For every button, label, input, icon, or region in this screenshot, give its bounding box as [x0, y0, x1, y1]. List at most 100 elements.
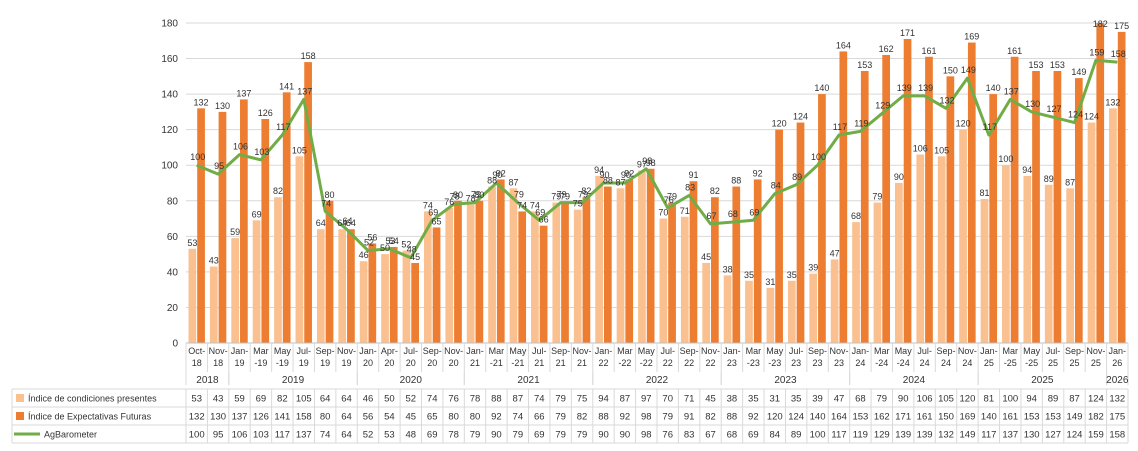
data-label-agbarometer: 149 [961, 65, 976, 75]
table-cell: 141 [274, 412, 290, 423]
data-label-expectativas-futuras: 137 [236, 88, 251, 98]
data-label-condiciones-presentes: 105 [934, 145, 949, 155]
data-label-expectativas-futuras: 92 [624, 168, 634, 178]
data-label-expectativas-futuras: 130 [215, 101, 230, 111]
data-label-agbarometer: 117 [276, 122, 290, 132]
bar-expectativas-futuras [1032, 71, 1040, 343]
data-label-condiciones-presentes: 87 [616, 177, 626, 187]
bar-condiciones-presentes [937, 156, 946, 343]
data-label-expectativas-futuras: 82 [581, 186, 591, 196]
x-tick-label: Sep- [937, 346, 956, 356]
table-cell: 87 [1069, 394, 1080, 405]
table-cell: 164 [831, 412, 847, 423]
bar-expectativas-futuras [1053, 71, 1062, 343]
table-cell: 79 [555, 430, 566, 441]
bar-condiciones-presentes [573, 209, 582, 343]
table-cell: 35 [791, 394, 802, 405]
x-tick-label: Jul- [789, 346, 804, 356]
table-cell: 94 [598, 394, 609, 405]
data-label-condiciones-presentes: 43 [209, 256, 219, 266]
data-label-condiciones-presentes: 81 [979, 188, 989, 198]
x-tick-label: 23 [727, 358, 737, 368]
table-cell: 88 [491, 394, 502, 405]
data-label-expectativas-futuras: 132 [194, 97, 209, 107]
x-tick-label: 25 [1069, 358, 1079, 368]
data-label-expectativas-futuras: 56 [367, 232, 377, 242]
bar-expectativas-futuras [432, 227, 441, 343]
table-cell: 69 [427, 430, 438, 441]
bar-expectativas-futuras [282, 92, 291, 343]
table-cell: 106 [917, 394, 933, 405]
data-label-agbarometer: 139 [897, 83, 912, 93]
x-tick-label: Jan- [980, 346, 998, 356]
data-label-condiciones-presentes: 35 [787, 270, 797, 280]
table-cell: 35 [748, 394, 759, 405]
x-tick-label: 21 [534, 358, 544, 368]
bar-condiciones-presentes [1066, 188, 1074, 343]
bar-condiciones-presentes [381, 254, 389, 343]
x-tick-label: May [274, 346, 292, 356]
table-cell: 74 [534, 394, 545, 405]
table-cell: 132 [189, 412, 205, 423]
y-tick-label: 100 [161, 161, 178, 172]
x-tick-label: Nov- [958, 346, 977, 356]
x-tick-label: -23 [768, 358, 781, 368]
table-cell: 31 [769, 394, 780, 405]
bar-condiciones-presentes [830, 259, 839, 343]
x-tick-label: Jul- [296, 346, 311, 356]
table-cell: 97 [641, 394, 652, 405]
bar-condiciones-presentes [1023, 175, 1032, 343]
bar-condiciones-presentes [745, 280, 753, 343]
bar-condiciones-presentes [274, 197, 282, 343]
data-label-agbarometer: 64 [343, 216, 353, 226]
x-tick-label: Sep- [551, 346, 570, 356]
table-cell: 139 [895, 430, 911, 441]
table-cell: 153 [1024, 412, 1040, 423]
data-label-condiciones-presentes: 97 [637, 160, 647, 170]
table-cell: 83 [684, 430, 695, 441]
table-cell: 92 [491, 412, 502, 423]
table-cell: 95 [213, 430, 224, 441]
data-label-agbarometer: 79 [471, 190, 481, 200]
data-label-condiciones-presentes: 106 [913, 144, 928, 154]
data-label-agbarometer: 129 [875, 101, 890, 111]
data-label-condiciones-presentes: 87 [1065, 177, 1075, 187]
data-label-agbarometer: 106 [233, 142, 248, 152]
data-label-expectativas-futuras: 141 [279, 81, 294, 91]
bar-expectativas-futuras [454, 200, 462, 343]
data-label-agbarometer: 69 [428, 207, 438, 217]
table-cell: 50 [384, 394, 395, 405]
table-cell: 69 [534, 430, 545, 441]
table-cell: 45 [705, 394, 716, 405]
x-tick-label: Jan- [231, 346, 249, 356]
x-tick-label: 22 [598, 358, 608, 368]
bar-expectativas-futuras [711, 197, 719, 343]
data-label-expectativas-futuras: 164 [836, 40, 851, 50]
x-tick-label: Sep- [423, 346, 442, 356]
data-label-agbarometer: 95 [214, 161, 224, 171]
table-cell: 82 [705, 412, 716, 423]
data-label-condiciones-presentes: 52 [401, 240, 411, 250]
data-label-expectativas-futuras: 149 [1071, 67, 1086, 77]
table-cell: 79 [513, 430, 524, 441]
table-cell: 171 [895, 412, 911, 423]
bar-condiciones-presentes [980, 199, 989, 343]
bar-condiciones-presentes [316, 229, 325, 343]
x-tick-label: 24 [941, 358, 951, 368]
x-tick-label: May [509, 346, 527, 356]
data-label-condiciones-presentes: 31 [765, 277, 775, 287]
table-cell: 67 [705, 430, 716, 441]
data-label-expectativas-futuras: 80 [325, 190, 335, 200]
x-axis: Oct- 18 Nov- 18 Jan- 19 Mar -19 May -19 Jul- 19 Sep-… [185, 342, 1129, 386]
data-label-condiciones-presentes: 87 [508, 177, 518, 187]
x-tick-label: -22 [618, 358, 631, 368]
data-label-agbarometer: 117 [833, 122, 847, 132]
x-tick-label: Oct- [188, 346, 205, 356]
table-cell: 158 [1109, 430, 1125, 441]
table-cell: 98 [641, 430, 652, 441]
data-label-expectativas-futuras: 79 [560, 192, 570, 202]
data-label-condiciones-presentes: 94 [594, 165, 604, 175]
bar-expectativas-futuras [539, 225, 548, 343]
table-cell: 139 [917, 430, 933, 441]
